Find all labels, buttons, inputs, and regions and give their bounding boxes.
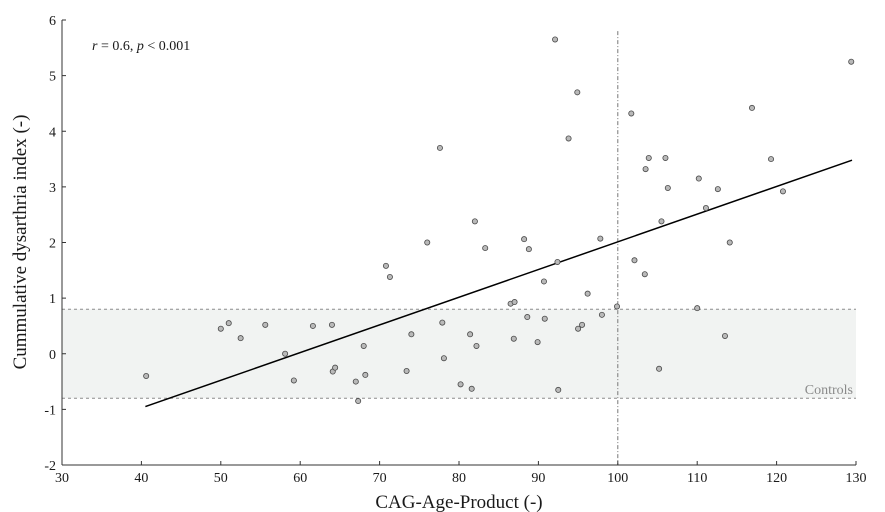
data-point xyxy=(217,325,224,332)
data-point xyxy=(645,154,652,161)
data-point xyxy=(597,235,604,242)
x-tick-label: 60 xyxy=(293,471,307,486)
data-point xyxy=(702,205,709,212)
data-point xyxy=(534,339,541,346)
data-point xyxy=(436,144,443,151)
data-point xyxy=(328,321,335,328)
x-tick-label: 130 xyxy=(846,471,867,486)
data-point xyxy=(541,315,548,322)
data-point xyxy=(555,386,562,393)
y-tick-label: 6 xyxy=(49,14,56,29)
controls-band-label: Controls xyxy=(805,383,853,398)
data-point xyxy=(631,257,638,264)
x-tick-label: 90 xyxy=(531,471,545,486)
y-tick-label: -1 xyxy=(44,403,56,418)
data-point xyxy=(225,320,232,327)
y-tick-label: 4 xyxy=(49,125,56,140)
data-point xyxy=(290,377,297,384)
data-point xyxy=(642,166,649,173)
data-point xyxy=(439,319,446,326)
data-point xyxy=(355,398,362,405)
y-axis-label: Cummulative dysarthria index (-) xyxy=(10,115,31,370)
y-tick-label: 3 xyxy=(49,181,56,196)
data-point xyxy=(386,273,393,280)
data-point xyxy=(237,335,244,342)
x-tick-label: 100 xyxy=(607,471,628,486)
data-point xyxy=(552,36,559,43)
data-point xyxy=(662,154,669,161)
data-point xyxy=(408,331,415,338)
data-point xyxy=(510,335,517,342)
data-point xyxy=(473,342,480,349)
data-point xyxy=(565,135,572,142)
points-layer xyxy=(143,36,855,405)
data-point xyxy=(424,239,431,246)
annotation-text: r = 0.6, p < 0.001 xyxy=(92,39,190,54)
data-point xyxy=(360,342,367,349)
data-point xyxy=(525,246,532,253)
data-point xyxy=(658,218,665,225)
data-point xyxy=(524,314,531,321)
y-tick-label: 5 xyxy=(49,70,56,85)
data-point xyxy=(362,371,369,378)
p-symbol: p xyxy=(136,39,144,54)
data-point xyxy=(482,245,489,252)
data-point xyxy=(714,186,721,193)
x-tick-label: 30 xyxy=(55,471,69,486)
data-point xyxy=(554,258,561,265)
data-point xyxy=(598,311,605,318)
data-point xyxy=(664,184,671,191)
data-point xyxy=(511,299,518,306)
r-symbol: r xyxy=(92,39,98,54)
data-point xyxy=(143,372,150,379)
data-point xyxy=(768,156,775,163)
data-point xyxy=(694,305,701,312)
data-point xyxy=(748,104,755,111)
x-tick-label: 40 xyxy=(134,471,148,486)
y-tick-label: 0 xyxy=(49,348,56,363)
data-point xyxy=(540,278,547,285)
y-tick-label: -2 xyxy=(44,459,56,474)
data-point xyxy=(695,175,702,182)
data-point xyxy=(352,378,359,385)
data-point xyxy=(574,89,581,96)
y-tick-label: 2 xyxy=(49,237,56,252)
data-point xyxy=(471,218,478,225)
data-point xyxy=(332,364,339,371)
axes: 30 40 50 60 70 80 90 100 110 120 130 -2 -1 0 1 2 3 4 5 6 xyxy=(44,14,866,486)
data-point xyxy=(440,355,447,362)
y-tick-label: 1 xyxy=(49,292,56,307)
data-point xyxy=(262,321,269,328)
data-point xyxy=(584,290,591,297)
x-tick-label: 50 xyxy=(214,471,228,486)
data-point xyxy=(403,367,410,374)
data-point xyxy=(382,262,389,269)
data-point xyxy=(726,239,733,246)
r-value: = 0.6, xyxy=(97,39,136,54)
data-point xyxy=(521,236,528,243)
regression-line xyxy=(145,159,853,408)
x-tick-label: 80 xyxy=(452,471,466,486)
data-point xyxy=(614,303,621,310)
p-value: < 0.001 xyxy=(144,39,190,54)
x-axis-label: CAG-Age-Product (-) xyxy=(375,492,542,512)
regression-layer xyxy=(145,159,853,408)
data-point xyxy=(468,385,475,392)
data-point xyxy=(575,325,582,332)
data-point xyxy=(779,188,786,195)
x-tick-label: 120 xyxy=(766,471,787,486)
data-point xyxy=(467,331,474,338)
x-tick-label: 110 xyxy=(687,471,707,486)
data-point xyxy=(721,332,728,339)
data-point xyxy=(656,365,663,372)
x-tick-label: 70 xyxy=(373,471,387,486)
data-point xyxy=(641,271,648,278)
data-point xyxy=(628,110,635,117)
data-point xyxy=(579,321,586,328)
data-point xyxy=(309,322,316,329)
data-point xyxy=(848,58,855,65)
data-point xyxy=(457,381,464,388)
data-point xyxy=(282,350,289,357)
